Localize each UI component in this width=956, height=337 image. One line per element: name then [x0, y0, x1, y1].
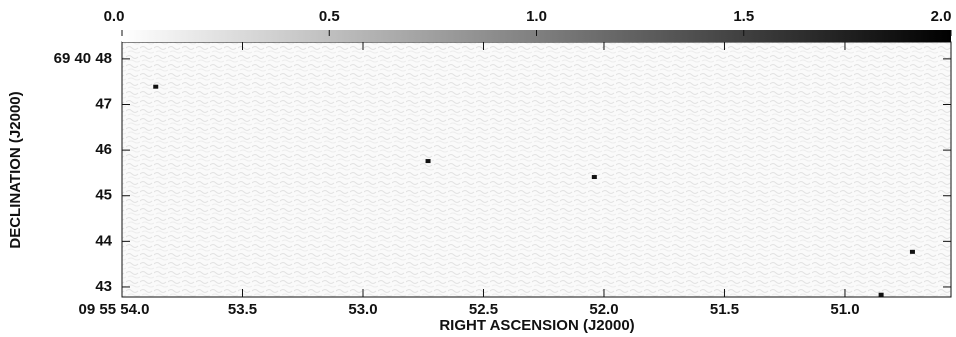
colorbar-tick-label: 0.5: [319, 8, 340, 25]
y-tick-label: 43: [95, 278, 112, 295]
colorbar-tick-label: 2.0: [931, 8, 952, 25]
x-tick-label: 52.0: [589, 301, 618, 318]
source: [879, 293, 884, 297]
x-axis-label: RIGHT ASCENSION (J2000): [439, 317, 634, 334]
x-tick-label: 51.0: [830, 301, 859, 318]
source: [426, 159, 431, 163]
y-tick-label: 46: [95, 141, 112, 158]
x-tick-label: 53.0: [348, 301, 377, 318]
source: [910, 250, 915, 254]
y-tick-label: 47: [95, 95, 112, 112]
x-tick-label: 53.5: [228, 301, 257, 318]
x-tick-label: 51.5: [710, 301, 739, 318]
y-tick-label: 44: [95, 232, 112, 249]
source: [592, 175, 597, 179]
y-axis-label: DECLINATION (J2000): [7, 91, 24, 248]
chart: RIGHT ASCENSION (J2000) DECLINATION (J20…: [0, 0, 956, 337]
y-tick-label: 69 40 48: [54, 50, 112, 67]
source: [153, 85, 158, 89]
colorbar-tick-label: 1.5: [733, 8, 754, 25]
x-tick-label: 52.5: [469, 301, 498, 318]
colorbar-tick-label: 1.0: [526, 8, 547, 25]
colorbar-tick-label: 0.0: [104, 8, 125, 25]
y-tick-label: 45: [95, 187, 112, 204]
image-noise: [122, 42, 951, 297]
x-tick-label: 09 55 54.0: [79, 301, 150, 318]
